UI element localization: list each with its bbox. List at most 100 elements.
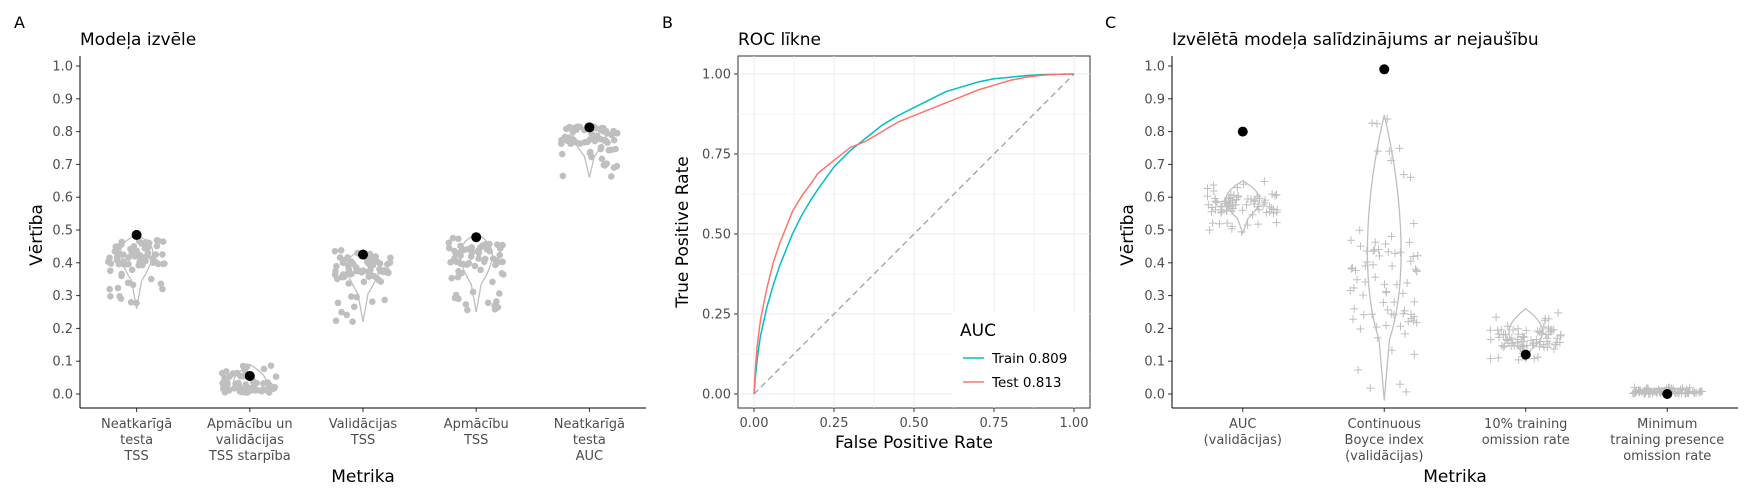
x-tick-label: Apmācību (444, 417, 509, 432)
model-point (377, 278, 385, 285)
model-point (160, 260, 167, 268)
y-tick-label: 1.0 (1144, 60, 1165, 75)
model-point (345, 280, 353, 287)
y-tick-label: 0.6 (52, 191, 73, 206)
random-model-point (1351, 266, 1360, 275)
model-point (557, 140, 565, 148)
random-model-point (1223, 219, 1232, 228)
random-model-point (1366, 384, 1375, 393)
random-model-point (1551, 340, 1560, 349)
model-point (268, 383, 276, 391)
model-point (613, 162, 621, 170)
model-point (267, 362, 275, 369)
model-point (496, 251, 504, 259)
model-point (332, 267, 339, 275)
model-point (610, 136, 618, 144)
random-model-point (1372, 119, 1381, 128)
random-model-point (1260, 198, 1269, 207)
model-point (494, 241, 502, 249)
x-tick-label: Validācijas (329, 417, 398, 432)
random-model-point (1533, 353, 1542, 362)
model-point (480, 258, 488, 266)
model-point (360, 278, 368, 286)
random-model-point (1242, 200, 1251, 209)
x-tick-label: validācijas (216, 433, 284, 448)
panel-a-x-axis-title: Metrika (331, 467, 394, 487)
random-model-point (1412, 318, 1421, 327)
model-point (464, 306, 471, 314)
y-tick-label: 0.50 (702, 228, 731, 243)
model-point (106, 254, 113, 262)
random-model-point (1209, 186, 1218, 195)
panel-a: A Modeļa izvēle Vērtība Metrika 0.0 0.1 0.… (14, 13, 646, 487)
y-tick-label: 0.75 (702, 148, 731, 163)
random-model-point (1262, 208, 1271, 217)
random-model-point (1387, 310, 1396, 319)
random-model-point (1272, 218, 1281, 227)
model-point (131, 253, 139, 260)
y-tick-label: 0.7 (52, 158, 73, 173)
x-tick-label: TSS (123, 449, 148, 464)
x-tick-label: AUC (576, 449, 604, 464)
model-point (125, 260, 132, 268)
random-model-point (1535, 342, 1544, 351)
random-model-point (1409, 219, 1418, 228)
random-model-point (1346, 236, 1355, 245)
model-point (476, 244, 484, 251)
model-point (219, 381, 227, 388)
random-model-point (1642, 385, 1651, 394)
random-model-point (1359, 310, 1368, 319)
model-point (455, 235, 462, 243)
selected-model-point (244, 370, 255, 381)
random-model-point (1238, 206, 1247, 215)
model-point (340, 256, 348, 264)
model-point (106, 285, 113, 293)
random-model-point (1268, 190, 1277, 199)
model-point (229, 370, 237, 377)
x-tick-label: AUC (1229, 417, 1257, 432)
model-point (368, 298, 376, 306)
random-model-point (1518, 332, 1527, 341)
x-tick-label: omission rate (1482, 433, 1570, 448)
random-model-point (1389, 310, 1398, 319)
panel-a-title: Modeļa izvēle (80, 30, 196, 50)
model-point (494, 303, 502, 311)
violin-outline (346, 248, 380, 322)
random-model-point (1395, 380, 1404, 389)
random-model-point (1390, 298, 1399, 307)
model-point (481, 241, 489, 248)
random-model-point (1406, 173, 1415, 182)
y-tick-label: 0.3 (1144, 289, 1165, 304)
model-point (386, 259, 394, 266)
random-model-point (1553, 334, 1562, 343)
random-model-point (1387, 232, 1396, 241)
model-point (124, 279, 132, 287)
model-point (223, 385, 231, 393)
model-point (147, 275, 155, 283)
random-model-point (1368, 119, 1377, 128)
y-tick-label: 0.9 (1144, 92, 1165, 107)
random-model-point (1382, 321, 1391, 330)
violin-outline (233, 363, 267, 395)
model-point (451, 294, 459, 302)
x-tick-label: 1.00 (1060, 416, 1089, 431)
y-tick-label: 0.4 (1144, 256, 1165, 271)
random-model-point (1208, 219, 1217, 228)
model-point (593, 132, 601, 139)
selected-model-point (1662, 389, 1673, 399)
legend-background (952, 312, 1088, 406)
panel-c-y-axis-title: Vērtība (1118, 204, 1138, 266)
random-model-point (1406, 257, 1415, 266)
random-model-point (1402, 387, 1411, 396)
model-point (451, 247, 458, 255)
random-model-point (1683, 389, 1692, 398)
selected-model-point (1237, 126, 1248, 137)
model-point (355, 267, 363, 275)
model-point (493, 298, 500, 305)
random-model-point (1353, 275, 1362, 284)
random-model-point (1486, 326, 1495, 335)
random-model-point (1628, 389, 1637, 398)
model-point (262, 386, 270, 394)
selected-model-point (1520, 349, 1531, 360)
random-model-point (1370, 245, 1379, 254)
